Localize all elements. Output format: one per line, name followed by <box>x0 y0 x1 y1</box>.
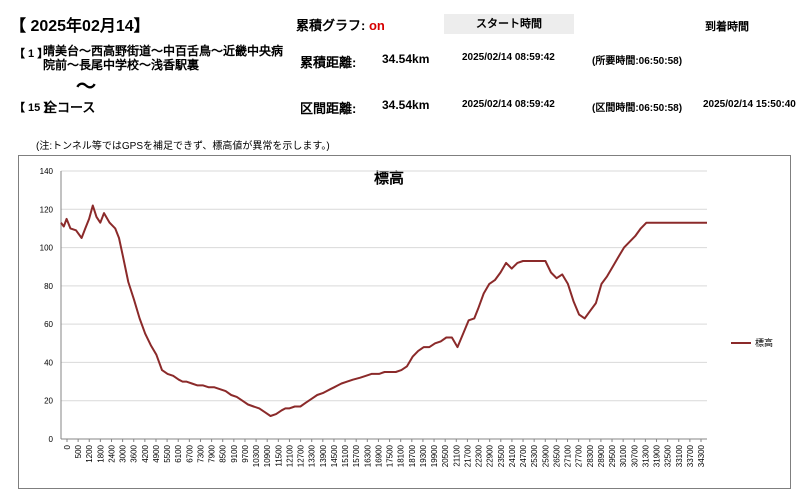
x-tick-label: 31900 <box>653 444 662 467</box>
x-tick-label: 13900 <box>319 444 328 467</box>
y-tick-label: 40 <box>44 358 53 367</box>
x-tick-label: 18700 <box>408 444 417 467</box>
cumulative-distance-value: 34.54km <box>382 52 430 66</box>
chart-title: 標高 <box>374 169 404 187</box>
x-tick-label: 12700 <box>297 444 306 467</box>
x-tick-label: 32500 <box>664 444 673 467</box>
elevation-chart: 標高 0 20 40 60 80 100 120 140 0 500 1200 1800 2400 300… <box>18 155 791 489</box>
x-tick-label: 29500 <box>608 444 617 467</box>
from-section-name: 晴美台～西高野街道～中百舌鳥～近畿中央病院前～長尾中学校～浅香駅裏 <box>43 44 284 72</box>
x-tick-label: 9700 <box>241 444 250 462</box>
x-tick-label: 4900 <box>152 444 161 462</box>
to-section-name: 全コース <box>44 100 96 115</box>
x-tick-label: 30100 <box>619 444 628 467</box>
x-tick-label: 27100 <box>564 444 573 467</box>
x-tick-label: 2400 <box>107 444 116 462</box>
x-tick-label: 7900 <box>208 444 217 462</box>
x-tick-label: 25300 <box>530 444 539 467</box>
x-tick-label: 10900 <box>263 444 272 467</box>
y-tick-label: 20 <box>44 397 53 406</box>
x-tick-label: 6700 <box>185 444 194 462</box>
x-tick-label: 33700 <box>686 444 695 467</box>
x-tick-label: 16300 <box>363 444 372 467</box>
x-tick-label: 5500 <box>163 444 172 462</box>
date-title: 【 2025年02月14】 <box>10 18 150 35</box>
x-tick-label: 22300 <box>475 444 484 467</box>
graph-toggle-label: 累積グラフ: <box>296 18 366 33</box>
x-tick-label: 14500 <box>330 444 339 467</box>
y-tick-label: 0 <box>49 435 54 444</box>
x-tick-label: 24100 <box>508 444 517 467</box>
x-tick-label: 30700 <box>630 444 639 467</box>
y-tick-label: 60 <box>44 320 53 329</box>
x-tick-label: 20500 <box>441 444 450 467</box>
x-tick-label: 18100 <box>397 444 406 467</box>
x-tick-label: 1200 <box>85 444 94 462</box>
x-tick-label: 33100 <box>675 444 684 467</box>
x-tick-label: 9100 <box>230 444 239 462</box>
x-tick-label: 26500 <box>552 444 561 467</box>
x-tick-label: 15700 <box>352 444 361 467</box>
x-tick-label: 25900 <box>541 444 550 467</box>
x-tick-label: 19900 <box>430 444 439 467</box>
x-tick-label: 3600 <box>130 444 139 462</box>
graph-toggle[interactable]: 累積グラフ: on <box>296 15 385 34</box>
x-tick-label: 21700 <box>463 444 472 467</box>
x-tick-label: 12100 <box>285 444 294 467</box>
x-tick-label: 28300 <box>586 444 595 467</box>
start-time-header: スタート時間 <box>444 14 574 34</box>
graph-toggle-state: on <box>368 18 385 33</box>
x-tick-label: 11500 <box>274 444 283 466</box>
x-tick-label: 13300 <box>308 444 317 467</box>
x-tick-label: 500 <box>74 444 83 458</box>
cumulative-start-time: 2025/02/14 08:59:42 <box>462 52 555 63</box>
cumulative-distance-label: 累積距離: <box>300 55 357 70</box>
x-tick-label: 19300 <box>419 444 428 467</box>
x-tick-label: 34300 <box>697 444 706 467</box>
section-elapsed-time: (区間時間:06:50:58) <box>592 103 683 114</box>
y-tick-label: 140 <box>40 167 54 176</box>
x-tick-label: 8500 <box>219 444 228 462</box>
to-section-number: 【 15 】 <box>14 102 55 114</box>
section-arrive-time: 2025/02/14 15:50:40 <box>703 99 796 110</box>
gps-note: (注:トンネル等ではGPSを補足できず、標高値が異常を示します。) <box>36 141 330 152</box>
x-tick-label: 10300 <box>252 444 261 467</box>
y-tick-label: 80 <box>44 282 53 291</box>
x-tick-label: 28900 <box>597 444 606 467</box>
route-separator: ～ <box>76 76 96 98</box>
x-tick-label: 17500 <box>386 444 395 467</box>
from-section-number: 【 1 】 <box>14 48 49 60</box>
x-tick-label: 6100 <box>174 444 183 462</box>
y-tick-label: 120 <box>40 205 54 214</box>
elevation-series-line <box>60 204 707 417</box>
x-tick-label: 4200 <box>141 444 150 462</box>
y-tick-label: 100 <box>40 244 54 253</box>
x-tick-label: 3000 <box>119 444 128 462</box>
legend-label: 標高 <box>755 337 773 348</box>
x-tick-label: 1800 <box>96 444 105 462</box>
x-tick-label: 0 <box>63 444 72 449</box>
x-tick-label: 7300 <box>196 444 205 462</box>
arrive-time-header: 到着時間 <box>705 21 749 33</box>
x-tick-label: 21100 <box>452 444 461 466</box>
section-distance-value: 34.54km <box>382 98 430 112</box>
x-tick-label: 24700 <box>519 444 528 467</box>
cumulative-elapsed-time: (所要時間:06:50:58) <box>592 56 683 67</box>
section-distance-label: 区間距離: <box>300 101 357 116</box>
section-start-time: 2025/02/14 08:59:42 <box>462 99 555 110</box>
x-tick-label: 27700 <box>575 444 584 467</box>
x-tick-label: 22900 <box>486 444 495 467</box>
x-tick-label: 15100 <box>341 444 350 467</box>
x-tick-label: 23500 <box>497 444 506 467</box>
x-tick-label: 31300 <box>641 444 650 467</box>
x-tick-label: 16900 <box>374 444 383 467</box>
